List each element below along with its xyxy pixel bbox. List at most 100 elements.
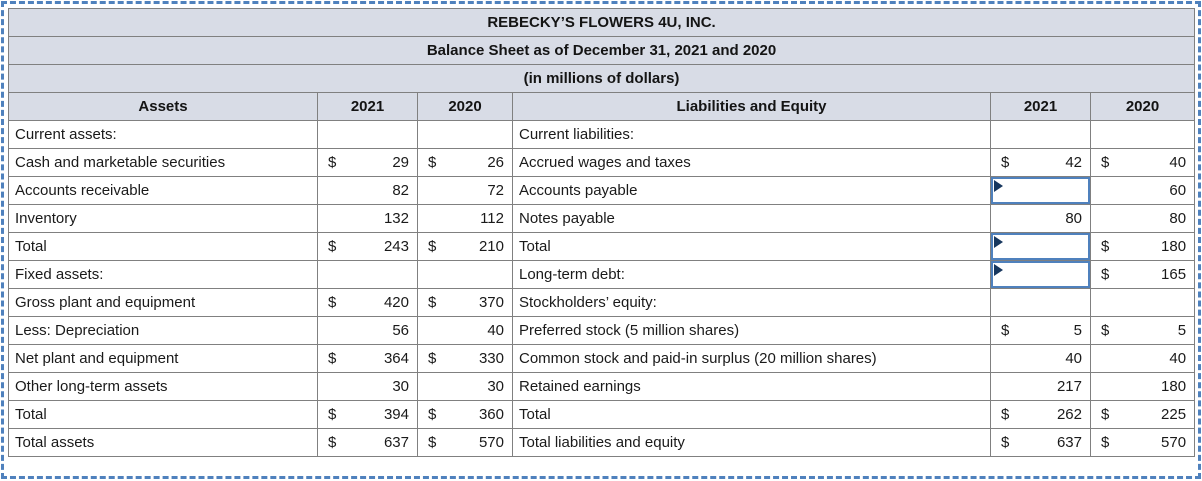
amount: 30 — [487, 378, 504, 395]
statement-title-row: Balance Sheet as of December 31, 2021 an… — [7, 36, 1196, 65]
input-marker-icon — [994, 264, 1003, 276]
currency: $ — [1001, 322, 1010, 339]
currency: $ — [1101, 434, 1110, 451]
value-cell: $243 — [317, 232, 418, 261]
amount: 180 — [1161, 238, 1187, 255]
value-cell: $180 — [1089, 232, 1196, 261]
amount: 420 — [383, 294, 409, 311]
value-cell — [417, 120, 513, 149]
value-cell — [417, 260, 513, 289]
row-label: Current assets: — [8, 120, 318, 149]
amount: 217 — [1056, 378, 1082, 395]
currency: $ — [1101, 322, 1110, 339]
accounts-payable-2021-input[interactable] — [991, 177, 1090, 204]
currency: $ — [1001, 434, 1010, 451]
value-cell: 80 — [990, 204, 1091, 233]
row-label: Accrued wages and taxes — [512, 148, 991, 177]
row-label: Total — [8, 400, 318, 429]
amount: 40 — [1169, 350, 1187, 367]
units-title-row: (in millions of dollars) — [7, 64, 1196, 93]
amount: 112 — [480, 210, 504, 227]
amount: 210 — [478, 238, 504, 255]
amount: 225 — [1161, 406, 1187, 423]
amount: 570 — [1161, 434, 1187, 451]
value-cell: $5 — [990, 316, 1091, 345]
row-label: Total — [512, 400, 991, 429]
value-cell — [317, 260, 418, 289]
row-label: Other long-term assets — [8, 372, 318, 401]
amount: 5 — [1073, 322, 1082, 339]
row-label: Common stock and paid-in surplus (20 mil… — [512, 344, 991, 373]
value-cell: $225 — [1089, 400, 1196, 429]
currency: $ — [328, 154, 337, 171]
long-term-debt-2021-input[interactable] — [991, 261, 1090, 288]
amount: 40 — [1065, 350, 1082, 367]
row-label: Less: Depreciation — [8, 316, 318, 345]
current-liabilities-total-2021-input[interactable] — [991, 233, 1090, 260]
value-cell: $29 — [317, 148, 418, 177]
amount: 394 — [383, 406, 409, 423]
input-marker-icon — [994, 180, 1003, 192]
row-label: Accounts payable — [512, 176, 991, 205]
amount: 26 — [487, 154, 504, 171]
table-row: Other long-term assets 30 30 Retained ea… — [8, 372, 1196, 401]
amount: 262 — [1056, 406, 1082, 423]
value-cell: $370 — [417, 288, 513, 317]
table-row: Total $243 $210 Total $180 — [8, 232, 1196, 261]
column-header-row: Assets 2021 2020 Liabilities and Equity … — [8, 92, 1196, 121]
table-row: Fixed assets: Long-term debt: $165 — [8, 260, 1196, 289]
amount: 364 — [383, 350, 409, 367]
currency: $ — [428, 294, 437, 311]
value-cell: $570 — [417, 428, 513, 457]
amount: 60 — [1169, 182, 1187, 199]
assets-2021-header: 2021 — [317, 92, 418, 121]
currency: $ — [428, 406, 437, 423]
value-cell: $165 — [1089, 260, 1196, 289]
value-cell — [990, 288, 1091, 317]
currency: $ — [328, 238, 337, 255]
units-title: (in millions of dollars) — [7, 64, 1196, 93]
value-cell — [1089, 288, 1196, 317]
table-row: Accounts receivable 82 72 Accounts payab… — [8, 176, 1196, 205]
currency: $ — [1101, 154, 1110, 171]
value-cell: $637 — [317, 428, 418, 457]
value-cell: $210 — [417, 232, 513, 261]
row-label: Preferred stock (5 million shares) — [512, 316, 991, 345]
table-row: Less: Depreciation 56 40 Preferred stock… — [8, 316, 1196, 345]
row-label: Accounts receivable — [8, 176, 318, 205]
currency: $ — [1101, 266, 1110, 283]
value-cell — [317, 120, 418, 149]
row-label: Inventory — [8, 204, 318, 233]
row-label: Current liabilities: — [512, 120, 991, 149]
currency: $ — [328, 406, 337, 423]
assets-column-header: Assets — [8, 92, 318, 121]
row-label: Total — [8, 232, 318, 261]
currency: $ — [428, 238, 437, 255]
value-cell: 180 — [1089, 372, 1196, 401]
value-cell: $26 — [417, 148, 513, 177]
value-cell: 30 — [417, 372, 513, 401]
row-label: Long-term debt: — [512, 260, 991, 289]
currency: $ — [1001, 406, 1010, 423]
amount: 5 — [1177, 322, 1187, 339]
value-cell: 112 — [417, 204, 513, 233]
balance-sheet-table: REBECKY’S FLOWERS 4U, INC. Balance Sheet… — [7, 8, 1196, 457]
value-cell: 72 — [417, 176, 513, 205]
amount: 80 — [1065, 210, 1082, 227]
row-label: Fixed assets: — [8, 260, 318, 289]
amount: 40 — [487, 322, 504, 339]
table-row: Total $394 $360 Total $262 $225 — [8, 400, 1196, 429]
currency: $ — [1101, 406, 1110, 423]
amount: 570 — [478, 434, 504, 451]
amount: 72 — [487, 182, 504, 199]
liabilities-2020-header: 2020 — [1089, 92, 1196, 121]
value-cell: $262 — [990, 400, 1091, 429]
row-label: Retained earnings — [512, 372, 991, 401]
row-label: Total liabilities and equity — [512, 428, 991, 457]
table-row: Current assets: Current liabilities: — [8, 120, 1196, 149]
value-cell: 60 — [1089, 176, 1196, 205]
value-cell: 40 — [990, 344, 1091, 373]
long-term-debt-2021-cell — [990, 260, 1091, 289]
accounts-payable-2021-cell — [990, 176, 1091, 205]
